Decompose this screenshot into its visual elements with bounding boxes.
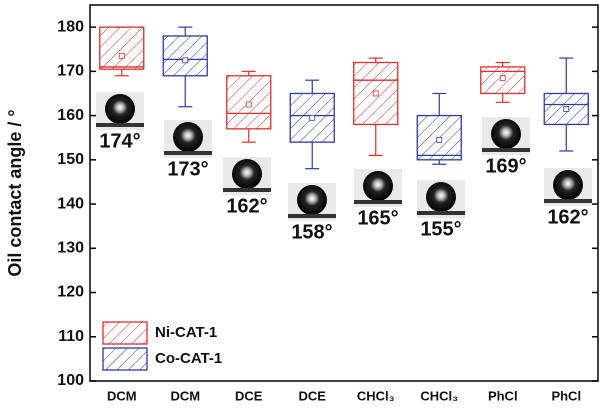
y-tick-label: 140 bbox=[57, 195, 84, 212]
droplet bbox=[297, 185, 327, 215]
droplet-substrate bbox=[96, 123, 144, 127]
box bbox=[99, 26, 145, 70]
y-axis-label: Oil contact angle / ° bbox=[5, 109, 25, 276]
y-tick-label: 180 bbox=[57, 18, 84, 35]
y-tick-label: 110 bbox=[58, 328, 84, 345]
mean bbox=[563, 106, 570, 112]
droplet bbox=[105, 94, 135, 124]
mean bbox=[309, 114, 316, 121]
x-tick-label: DCE bbox=[235, 388, 263, 403]
droplet-substrate bbox=[288, 214, 336, 218]
x-tick-label: CHCl₃ bbox=[357, 388, 395, 403]
mean bbox=[245, 101, 252, 108]
y-tick-label: 150 bbox=[57, 151, 84, 168]
y-tick-label: 120 bbox=[57, 284, 84, 301]
box bbox=[416, 114, 462, 161]
x-tick-label: DCM bbox=[170, 388, 200, 403]
plot-frame bbox=[89, 4, 599, 382]
annotation: 162° bbox=[226, 195, 267, 217]
legend-label: Co-CAT-1 bbox=[155, 350, 222, 367]
droplet-substrate bbox=[544, 199, 592, 203]
x-tick-label: PhCl bbox=[551, 388, 581, 403]
annotation: 169° bbox=[485, 155, 526, 177]
annotation: 158° bbox=[291, 221, 332, 243]
y-tick-label: 130 bbox=[57, 240, 84, 257]
droplet-substrate bbox=[164, 151, 212, 155]
legend-label: Ni-CAT-1 bbox=[155, 324, 217, 341]
droplet-substrate bbox=[223, 188, 271, 192]
x-tick-label: DCE bbox=[299, 388, 327, 403]
annotation: 162° bbox=[547, 206, 588, 228]
x-tick-label: PhCl bbox=[488, 388, 518, 403]
mean bbox=[372, 90, 379, 97]
droplet bbox=[491, 119, 521, 149]
droplet-substrate bbox=[482, 148, 530, 152]
annotation: 174° bbox=[99, 130, 140, 152]
droplet bbox=[426, 182, 456, 212]
x-tick-label: DCM bbox=[107, 388, 137, 403]
droplet bbox=[173, 122, 203, 152]
droplet-substrate bbox=[417, 211, 465, 215]
mean bbox=[436, 137, 443, 143]
annotation: 173° bbox=[167, 158, 208, 180]
y-tick-label: 160 bbox=[57, 107, 84, 124]
y-tick-label: 170 bbox=[57, 63, 84, 80]
droplet bbox=[363, 171, 393, 201]
y-tick-label: 100 bbox=[57, 372, 84, 389]
droplet-substrate bbox=[354, 200, 402, 204]
annotation: 155° bbox=[420, 218, 461, 240]
droplet bbox=[553, 170, 583, 200]
legend-swatch bbox=[102, 347, 148, 371]
mean bbox=[118, 52, 125, 59]
droplet bbox=[232, 159, 262, 189]
mean bbox=[182, 57, 189, 64]
annotation: 165° bbox=[357, 207, 398, 229]
mean bbox=[499, 75, 506, 81]
box bbox=[162, 35, 208, 77]
legend-swatch bbox=[102, 321, 148, 345]
x-tick-label: CHCl₃ bbox=[420, 388, 458, 403]
